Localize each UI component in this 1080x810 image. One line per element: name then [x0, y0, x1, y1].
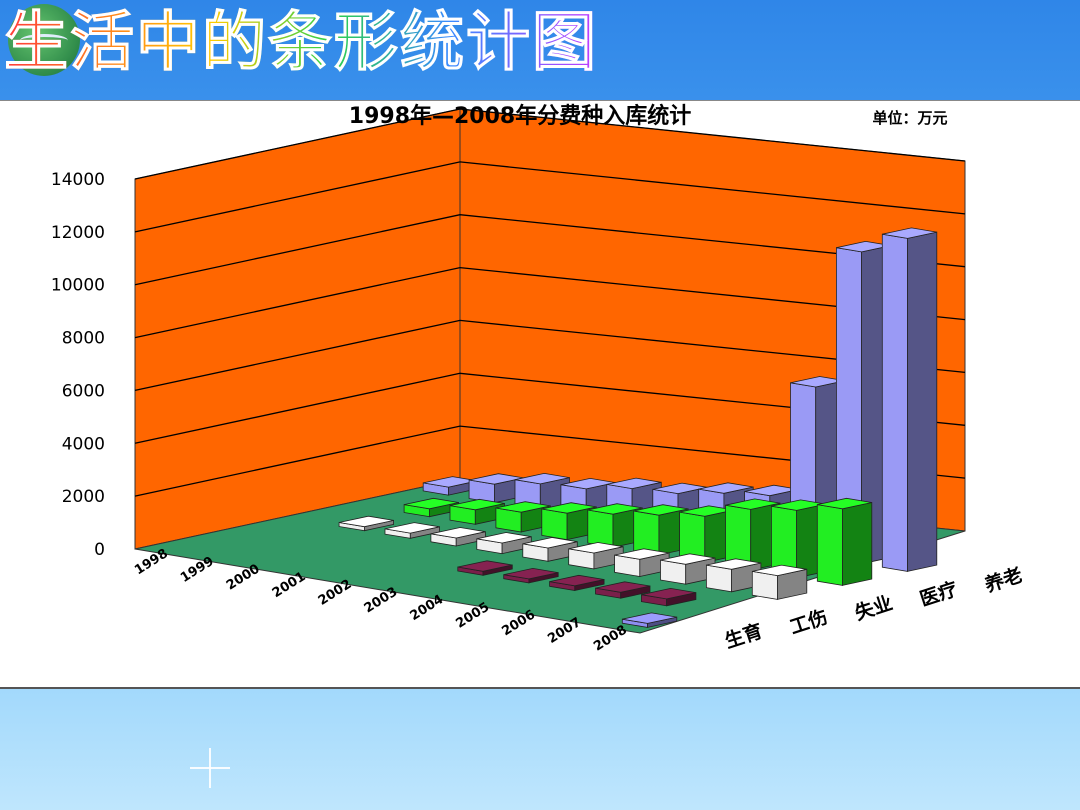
bar-front-face [816, 504, 843, 586]
bar-工伤-2007 [641, 587, 697, 607]
bar-top-face [641, 587, 696, 600]
bar-top-face [495, 501, 551, 513]
bar-top-face [633, 504, 689, 516]
bar-top-face [606, 477, 662, 490]
unit-label: 单位：万元 [872, 109, 947, 127]
bar-front-face [587, 509, 614, 548]
y-tick-label: 4000 [62, 434, 105, 454]
bar-chart-3d: 1998年—2008年分费种入库统计 单位：万元 0 2000 4000 6000 80… [51, 103, 1025, 655]
bar-养老-2008 [881, 227, 938, 572]
bar-top-face [503, 567, 559, 580]
gridline [134, 214, 966, 286]
bar-top-face [660, 553, 716, 565]
bars [338, 227, 938, 628]
y-tick-label: 2000 [62, 487, 105, 507]
bar-top-face [549, 574, 605, 587]
bar-失业-1999 [338, 515, 395, 532]
series-label: 生育 [722, 619, 765, 653]
gridline [134, 266, 966, 339]
bar-工伤-2005 [549, 574, 605, 591]
y-tick-label: 6000 [62, 381, 105, 401]
bar-top-face [817, 497, 872, 510]
bar-top-face [457, 560, 513, 572]
gridline [134, 161, 966, 233]
bar-top-face [614, 548, 670, 560]
bar-生育-2008 [621, 612, 678, 628]
bar-top-face [541, 502, 597, 514]
bar-front-face [881, 233, 908, 572]
gridline [134, 319, 966, 392]
bar-工伤-2003 [457, 560, 513, 576]
bar-工伤-2004 [503, 567, 559, 584]
bar-top-face [622, 612, 677, 624]
bar-top-face [430, 527, 486, 539]
bar-失业-2008 [751, 564, 808, 600]
bar-失业-2001 [430, 527, 486, 547]
bar-top-face [522, 537, 578, 549]
bar-top-face [706, 558, 761, 570]
bar-top-face [449, 498, 505, 511]
y-tick-label: 12000 [51, 223, 105, 243]
sparkle-icon [190, 748, 230, 788]
gridline [134, 108, 966, 180]
bar-front-face [751, 570, 778, 600]
bar-top-face [404, 497, 459, 510]
bar-top-face [882, 227, 937, 239]
series-label: 医疗 [917, 577, 960, 611]
bar-top-face [476, 532, 532, 544]
bar-top-face [595, 581, 651, 593]
slide-title: 生活中的条形统计图 [4, 0, 598, 86]
bar-top-face [698, 482, 754, 494]
bar-医疗-2008 [816, 497, 873, 586]
logo-icon [8, 4, 80, 76]
left-wall [134, 108, 461, 550]
bar-front-face [633, 510, 660, 556]
series-label: 工伤 [787, 605, 830, 639]
bar-top-face [587, 503, 643, 515]
bar-top-face [725, 498, 781, 510]
bar-top-face [384, 522, 440, 534]
y-tick-label: 8000 [62, 329, 105, 349]
bar-front-face [706, 564, 732, 593]
bar-医疗-1999 [403, 497, 460, 518]
bar-top-face [568, 542, 624, 554]
series-label: 养老 [981, 563, 1025, 597]
bar-失业-2006 [660, 553, 716, 585]
bar-side-face [907, 231, 938, 572]
bar-失业-2002 [476, 532, 532, 555]
y-tick-label: 14000 [51, 170, 105, 190]
bar-top-face [752, 564, 807, 577]
y-tick-label: 0 [94, 540, 105, 560]
bar-top-face [339, 515, 394, 528]
chart-panel: 1998年—2008年分费种入库统计 单位：万元 0 2000 4000 6000 80… [0, 100, 1080, 689]
bar-失业-2000 [384, 522, 440, 539]
series-label: 失业 [852, 591, 895, 625]
bar-top-face [514, 472, 570, 485]
bar-front-face [541, 508, 568, 541]
chart-title: 1998年—2008年分费种入库统计 [349, 103, 691, 129]
bar-工伤-2006 [595, 581, 651, 599]
y-tick-label: 10000 [51, 276, 105, 296]
bar-side-face [842, 502, 873, 586]
